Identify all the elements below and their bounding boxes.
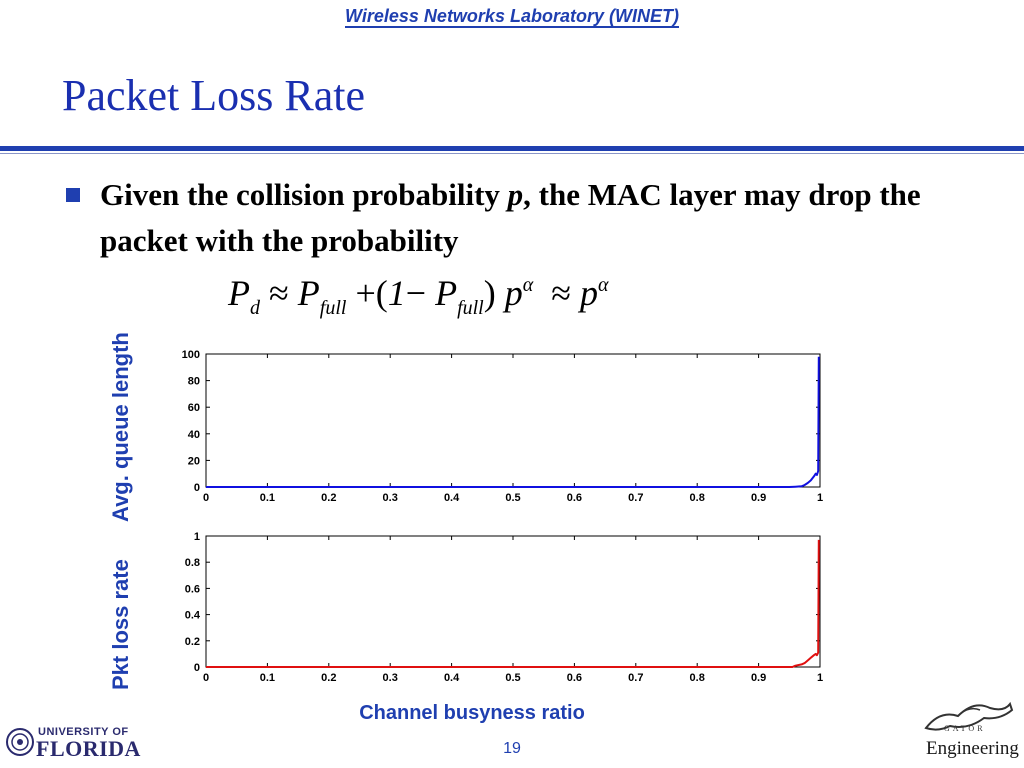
chart-bottom-x-tick-label: 0.7	[628, 672, 643, 684]
formula-one: 1	[387, 273, 406, 313]
title-divider-thin	[0, 153, 1024, 154]
chart-bottom-plot-frame	[205, 535, 821, 668]
chart-top-y-tick-label: 20	[188, 455, 200, 467]
chart-bottom-y-tick-label: 0.6	[185, 583, 200, 595]
lab-header: Wireless Networks Laboratory (WINET)	[0, 6, 1024, 28]
chart-top-x-tick-label: 0.3	[383, 492, 398, 504]
chart-top-x-tick-label: 0.5	[505, 492, 520, 504]
slide-title: Packet Loss Rate	[62, 71, 366, 120]
chart-bottom-y-tick-label: 0.8	[185, 557, 200, 569]
uf-logo-line-1: UNIVERSITY OF	[38, 726, 129, 738]
formula-open-paren: (	[375, 273, 388, 313]
formula-plus: +	[355, 273, 376, 313]
formula-sub-full-2: full	[457, 297, 484, 319]
formula-approx-2: ≈	[551, 273, 571, 313]
chart-bottom-x-tick-label: 0.9	[751, 672, 766, 684]
chart-bottom-y-tick-label: 0.4	[185, 610, 201, 622]
formula-sub-d: d	[250, 297, 260, 319]
formula-approx-1: ≈	[269, 273, 289, 313]
chart-top-series-line	[206, 356, 820, 488]
chart-top-y-tick-label: 60	[188, 402, 200, 414]
formula-minus: −	[405, 273, 427, 313]
formula-alpha-2: α	[598, 274, 609, 296]
chart-top-x-tick-label: 0.9	[751, 492, 766, 504]
chart-top-x-tick-label: 0.8	[690, 492, 705, 504]
chart-top-plot-frame	[205, 353, 821, 488]
chart-bottom-x-tick-label: 0.5	[505, 672, 520, 684]
chart-bottom-x-tick-label: 0	[203, 672, 209, 684]
formula-P: P	[228, 273, 250, 313]
x-axis-label: Channel busyness ratio	[359, 702, 585, 724]
chart-bottom-y-tick-label: 0.2	[185, 636, 200, 648]
chart-top-y-tick-label: 40	[188, 429, 200, 441]
formula-alpha-1: α	[522, 274, 534, 296]
formula-P-full-2: P	[435, 273, 458, 313]
uf-seal-logo	[6, 728, 34, 756]
formula-close-paren: )	[483, 273, 496, 313]
uf-logo-line-2: FLORIDA	[36, 736, 141, 761]
chart-bottom-x-tick-label: 1	[817, 672, 823, 684]
chart-top-x-tick-label: 1	[817, 492, 823, 504]
title-divider	[0, 146, 1024, 151]
formula-P-full-1: P	[297, 273, 320, 313]
chart-top-x-tick-label: 0.4	[444, 492, 460, 504]
bullet-part-2: , the MAC layer may drop the packet with…	[100, 177, 921, 258]
chart-top-x-tick-label: 0.7	[628, 492, 643, 504]
formula-sub-full-1: full	[319, 297, 347, 319]
chart-bottom-x-tick-label: 0.1	[260, 672, 275, 684]
chart-top-x-tick-label: 0.2	[321, 492, 336, 504]
chart-bottom-x-tick-label: 0.8	[690, 672, 705, 684]
chart-top-y-tick-label: 80	[188, 376, 200, 388]
chart-top-x-tick-label: 0.6	[567, 492, 582, 504]
chart-bottom-series-line	[206, 539, 820, 668]
formula-p: p	[504, 273, 523, 313]
bullet-marker	[66, 188, 80, 202]
chart-top-x-tick-label: 0.1	[260, 492, 275, 504]
chart-top-x-tick-label: 0	[203, 492, 209, 504]
gator-logo-text: Engineering	[926, 738, 1019, 759]
chart-bottom-y-tick-label: 0	[194, 662, 200, 674]
lab-header-text: Wireless Networks Laboratory (WINET)	[345, 6, 679, 28]
y-axis-label-bottom: Pkt loss rate	[108, 559, 133, 690]
chart-bottom-x-tick-label: 0.3	[383, 672, 398, 684]
chart-top-y-tick-label: 0	[194, 482, 200, 494]
formula-p-2: p	[580, 273, 598, 313]
page-number: 19	[503, 740, 521, 757]
gator-engineering-logo	[924, 701, 1014, 731]
y-axis-label-top: Avg. queue length	[108, 332, 133, 522]
chart-top-y-tick-label: 100	[182, 349, 200, 361]
chart-bottom-x-tick-label: 0.2	[321, 672, 336, 684]
chart-bottom-x-tick-label: 0.6	[567, 672, 582, 684]
chart-bottom-x-tick-label: 0.4	[444, 672, 460, 684]
bullet-text: Given the collision probability p, the M…	[100, 172, 980, 264]
bullet-part-1: Given the collision probability	[100, 177, 508, 212]
gator-logo-small-text: GATOR	[944, 724, 986, 733]
chart-bottom-y-tick-label: 1	[194, 531, 200, 543]
probability-formula: Pd ≈ Pfull +(1− Pfull) pα ≈ pα	[228, 272, 609, 320]
bullet-variable-p: p	[507, 177, 524, 212]
